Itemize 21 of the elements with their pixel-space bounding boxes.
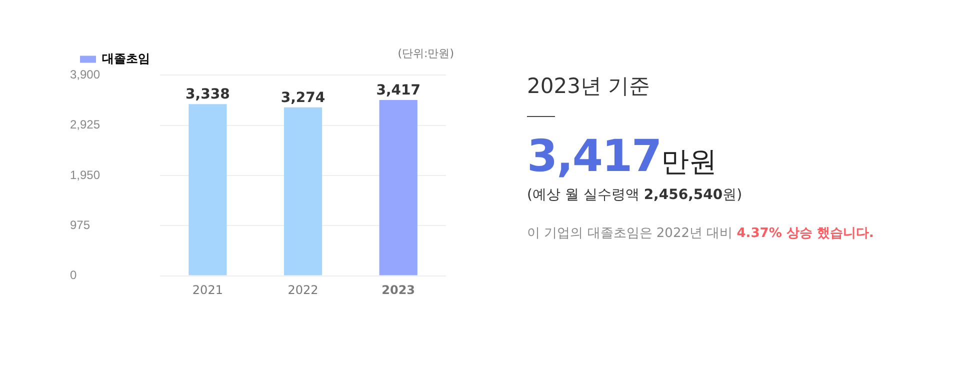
text: 이 기업의 대졸초임은 2022년 대비 [527,226,733,241]
y-axis-title: (단위:만원) [398,46,454,61]
text: 원) [722,187,742,203]
y-tick-label: 975 [70,218,90,232]
text: 3,274 [280,90,326,106]
text: 3,417 [527,131,662,182]
text: (예상 월 실수령액 [527,187,640,203]
legend-label: 대졸초임 [102,51,150,66]
text: 2023년 기준 [527,73,652,100]
x-tick-label: 2021 [192,283,223,298]
y-tick-label: 3,900 [70,68,100,82]
text: 2,456,540 [644,187,723,203]
y-tick-label: 2,925 [70,118,100,132]
text: 만원 [661,145,718,178]
text: 4.37% 상승 했습니다. [736,226,874,241]
y-tick-label: 1,950 [70,168,100,182]
y-tick-label: 0 [70,268,77,282]
x-tick-label: 2023 [382,283,416,298]
text: 3,417 [376,82,420,99]
text: 3,338 [186,86,230,103]
x-tick-label: 2022 [288,283,318,298]
